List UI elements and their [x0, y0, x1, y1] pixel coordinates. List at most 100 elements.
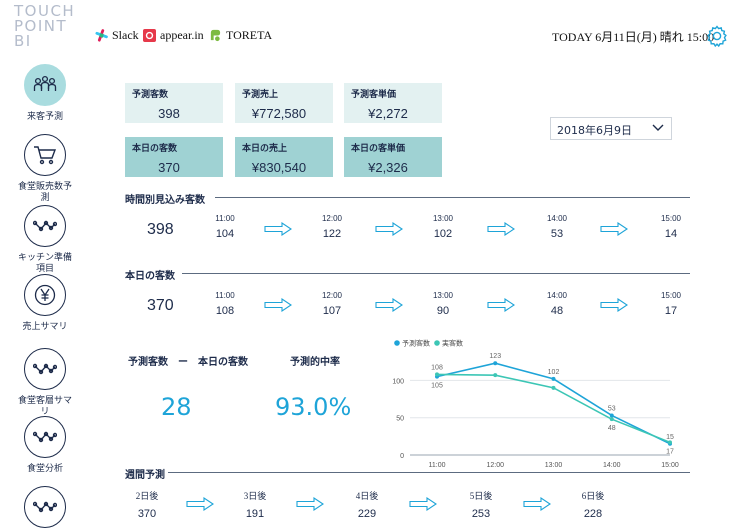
arrow-right-icon	[523, 497, 551, 511]
weekly-day-label: 2日後	[135, 491, 159, 501]
hourly-forecast-total: 398	[147, 221, 174, 238]
slot-time: 11:00	[215, 291, 235, 300]
appearin-integration[interactable]: appear.in	[143, 28, 204, 43]
today-count-total: 370	[147, 297, 174, 314]
weekly-slot: 4日後 229	[347, 489, 387, 520]
gear-icon[interactable]	[705, 24, 729, 48]
hourly-slot: 11:00 104	[203, 214, 247, 240]
legend-marker	[394, 340, 400, 346]
toreta-integration[interactable]: TORETA	[209, 28, 272, 43]
data-label: 53	[608, 405, 616, 412]
today-slot: 11:00 108	[203, 291, 247, 317]
arrow-right-icon	[264, 298, 292, 312]
logo-line-3: BI	[14, 32, 32, 50]
series-line	[436, 373, 671, 444]
slack-label: Slack	[112, 28, 139, 42]
data-label: 17	[666, 448, 674, 455]
accuracy-label: 予測的中率	[290, 357, 340, 368]
trend-icon	[24, 348, 66, 390]
weekly-value: 228	[583, 508, 603, 520]
x-tick-label: 11:00	[429, 462, 446, 469]
sidebar-item-visitor-forecast[interactable]: 来客予測	[0, 64, 90, 122]
sidebar-item-more[interactable]	[0, 486, 90, 528]
data-label: 15	[666, 434, 674, 441]
sidebar-item-sales-summary[interactable]: 売上サマリ	[0, 274, 90, 332]
sidebar-item-food-sales-forecast[interactable]: 食堂販売数予測	[0, 134, 90, 203]
weekly-day-label: 6日後	[581, 491, 605, 501]
chevron-down-icon	[652, 124, 664, 131]
weekly-value: 191	[245, 508, 265, 520]
slot-time: 11:00	[215, 214, 235, 223]
slot-value: 14	[664, 228, 678, 240]
arrow-right-icon	[264, 222, 292, 236]
card-value: 370	[158, 160, 180, 175]
sidebar-item-customer-summary[interactable]: 食堂客層サマリ	[0, 348, 90, 417]
card-value: 398	[158, 106, 180, 121]
card-value: ¥2,272	[368, 106, 408, 121]
sidebar-item-label: 食堂分析	[26, 463, 63, 473]
slot-value: 102	[433, 228, 453, 240]
slot-value: 104	[215, 228, 235, 240]
hourly-forecast-title: 時間別見込み客数	[125, 195, 205, 206]
slot-value: 17	[664, 305, 678, 317]
card-value: ¥830,540	[251, 160, 307, 175]
cart-icon	[24, 134, 66, 176]
y-tick-label: 100	[392, 378, 404, 385]
arrow-right-icon	[600, 222, 628, 236]
trend-icon	[24, 486, 66, 528]
slot-time: 12:00	[321, 214, 343, 223]
appearin-icon	[143, 29, 156, 42]
data-label: 105	[431, 383, 443, 390]
today-slot: 13:00 90	[421, 291, 465, 317]
legend-label: 予測客数	[402, 339, 430, 348]
app-logo: TOUCH POINT BI	[14, 4, 94, 49]
weekly-slot: 5日後 253	[461, 489, 501, 520]
arrow-right-icon	[186, 497, 214, 511]
weekly-value: 253	[471, 508, 491, 520]
hourly-slot: 14:00 53	[535, 214, 579, 240]
sidebar-item-kitchen-prep[interactable]: キッチン準備項目	[0, 205, 90, 274]
weekly-day-label: 3日後	[243, 491, 267, 501]
arrow-right-icon	[487, 298, 515, 312]
data-point	[435, 372, 439, 377]
legend-label: 実客数	[442, 339, 463, 348]
data-point	[551, 376, 556, 381]
today-slot: 15:00 17	[649, 291, 693, 317]
sidebar-item-cafeteria-analysis[interactable]: 食堂分析	[0, 416, 90, 474]
card-title: 予測売上	[242, 89, 279, 99]
date-select[interactable]: 2018年6月9日	[550, 117, 672, 140]
card-value: ¥2,326	[368, 160, 408, 175]
slot-time: 14:00	[546, 214, 568, 223]
slot-value: 53	[550, 228, 564, 240]
forecast-unit-price-card: 予測客単価 ¥2,272	[344, 83, 442, 123]
x-tick-label: 13:00	[545, 462, 563, 469]
section-divider	[182, 273, 690, 274]
x-tick-label: 14:00	[603, 462, 621, 469]
section-divider	[168, 472, 690, 473]
yen-icon	[24, 274, 66, 316]
logo-line-1: TOUCH	[14, 2, 76, 20]
sidebar-item-label: 売上サマリ	[22, 321, 68, 331]
visitor-line-chart: 0 50 100 11:00 12:00 13:00 14:00 15:00 予測客数 実客数 10…	[392, 339, 679, 470]
x-tick-label: 15:00	[661, 462, 679, 469]
weekly-value: 229	[357, 508, 377, 520]
slack-integration[interactable]: Slack	[95, 28, 139, 43]
today-sales-card: 本日の売上 ¥830,540	[235, 137, 333, 177]
weekly-day-label: 4日後	[355, 491, 379, 501]
x-tick-label: 12:00	[486, 462, 504, 469]
forecast-visitors-card: 予測客数 398	[125, 83, 223, 123]
weekly-slot: 3日後 191	[235, 489, 275, 520]
data-label: 108	[431, 364, 443, 371]
difference-label: 予測客数 ー 本日の客数	[128, 357, 248, 368]
weekly-value: 370	[137, 508, 157, 520]
slot-value: 90	[436, 305, 450, 317]
weekly-forecast-title: 週間予測	[125, 470, 165, 481]
card-title: 本日の売上	[242, 143, 288, 153]
slot-time: 14:00	[546, 291, 568, 300]
appearin-label: appear.in	[160, 28, 204, 42]
y-tick-label: 50	[396, 416, 404, 423]
data-point	[493, 361, 498, 366]
trend-icon	[24, 416, 66, 458]
data-label: 48	[608, 425, 616, 432]
slot-value: 48	[550, 305, 564, 317]
